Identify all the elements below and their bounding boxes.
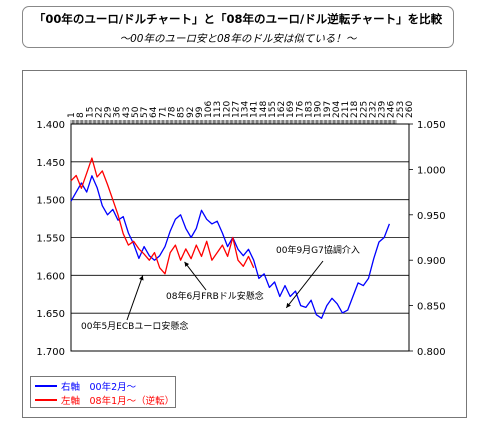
left-axis-tick-label: 1.450 bbox=[36, 158, 65, 169]
top-axis-tick-label: 99 bbox=[195, 106, 205, 118]
top-axis-tick-label: 148 bbox=[259, 101, 269, 118]
top-axis-tick-label: 176 bbox=[295, 101, 305, 118]
top-axis-tick-label: 43 bbox=[122, 107, 132, 118]
top-axis-tick-label: 120 bbox=[222, 101, 232, 118]
legend: 右軸 00年2月～ 左軸 08年1月～（逆転） bbox=[30, 376, 176, 408]
chart-title: 「00年のユーロ/ドルチャート」と「08年のユーロ/ドル逆転チャート」を比較 bbox=[33, 12, 443, 26]
top-axis-tick-label: 155 bbox=[268, 101, 278, 118]
right-axis-tick-label: 0.950 bbox=[417, 211, 446, 222]
left-axis-tick-label: 1.550 bbox=[36, 234, 65, 245]
top-axis-tick-label: 106 bbox=[204, 101, 214, 118]
left-axis-tick-label: 1.600 bbox=[36, 271, 65, 282]
top-axis-tick-label: 141 bbox=[250, 101, 260, 118]
annotation-label: 00年5月ECBユーロ安懸念 bbox=[81, 320, 188, 332]
top-axis-tick-label: 232 bbox=[368, 101, 378, 118]
left-axis-tick-label: 1.400 bbox=[36, 120, 65, 131]
top-axis-tick-label: 57 bbox=[140, 107, 150, 118]
top-axis-tick-label: 78 bbox=[167, 106, 177, 118]
top-axis-tick-label: 211 bbox=[341, 101, 351, 118]
annotation-arrow-line bbox=[126, 275, 144, 321]
chart-subtitle: ～00年のユーロ安と08年のドル安は似ている！～ bbox=[119, 33, 357, 45]
top-axis-tick-label: 29 bbox=[104, 106, 114, 118]
top-axis-tick-label: 239 bbox=[378, 101, 388, 118]
legend-item-red: 左軸 08年1月～（逆転） bbox=[35, 393, 174, 407]
top-axis-tick-label: 225 bbox=[359, 101, 369, 118]
top-axis-tick-label: 127 bbox=[231, 101, 241, 118]
top-axis-tick-label: 36 bbox=[113, 106, 123, 118]
top-axis-tick-label: 85 bbox=[177, 107, 187, 118]
top-axis-tick-label: 1 bbox=[67, 112, 77, 118]
top-axis-tick-label: 22 bbox=[94, 107, 104, 118]
plot-area bbox=[70, 123, 410, 352]
legend-item-blue: 右軸 00年2月～ bbox=[35, 379, 136, 393]
left-axis-tick-label: 1.500 bbox=[36, 196, 65, 207]
left-axis-tick-label: 1.700 bbox=[36, 347, 65, 358]
series-line-red bbox=[70, 157, 255, 275]
annotation-arrowhead bbox=[184, 261, 190, 267]
top-axis-tick-label: 50 bbox=[131, 106, 141, 118]
right-axis-tick-label: 1.000 bbox=[417, 165, 446, 176]
top-axis-tick-label: 8 bbox=[76, 112, 86, 118]
right-axis-tick-label: 1.050 bbox=[417, 120, 446, 131]
top-axis-tick-label: 253 bbox=[396, 101, 406, 118]
chart-frame: 1.400 1.450 1.500 1.550 1.600 1.650 1.700 1.050… bbox=[22, 70, 467, 418]
top-axis-tick-label: 134 bbox=[241, 101, 251, 118]
right-axis-tick-label: 0.800 bbox=[417, 347, 446, 358]
annotation-arrowhead bbox=[286, 302, 291, 308]
top-axis-tick-label: 92 bbox=[186, 107, 196, 118]
left-axis-tick-label: 1.650 bbox=[36, 309, 65, 320]
top-axis-tick-label: 162 bbox=[277, 101, 287, 118]
top-axis-tick-label: 71 bbox=[158, 107, 168, 118]
legend-label-red: 左軸 08年1月～（逆転） bbox=[61, 396, 175, 407]
annotation-arrowhead bbox=[139, 275, 144, 281]
top-axis-tick-label: 218 bbox=[350, 101, 360, 118]
top-axis-tick-label: 204 bbox=[332, 101, 342, 118]
right-axis-tick-label: 0.850 bbox=[417, 302, 446, 313]
legend-label-blue: 右軸 00年2月～ bbox=[61, 382, 137, 393]
top-axis-tick-label: 260 bbox=[405, 101, 415, 118]
top-axis-tick-label: 183 bbox=[305, 101, 315, 118]
annotation-arrow-line bbox=[285, 260, 324, 309]
annotation-arrow-line bbox=[184, 261, 207, 291]
top-axis-tick-label: 246 bbox=[387, 101, 397, 118]
annotation-label: 00年9月G7協調介入 bbox=[276, 244, 360, 256]
series-line-blue bbox=[70, 175, 391, 319]
top-axis-tick-label: 64 bbox=[149, 106, 159, 118]
legend-swatch-blue bbox=[35, 385, 57, 387]
top-axis-tick-label: 190 bbox=[314, 101, 324, 118]
top-axis-tick-label: 169 bbox=[286, 101, 296, 118]
right-axis-tick-label: 0.900 bbox=[417, 256, 446, 267]
title-box: 「00年のユーロ/ドルチャート」と「08年のユーロ/ドル逆転チャート」を比較 ～… bbox=[22, 6, 454, 48]
annotation-label: 08年6月FRBドル安懸念 bbox=[166, 290, 264, 302]
line-chart: 1.400 1.450 1.500 1.550 1.600 1.650 1.700 1.050… bbox=[36, 101, 446, 358]
top-axis-tick-label: 197 bbox=[323, 101, 333, 118]
top-axis-tick-label: 113 bbox=[213, 101, 223, 118]
top-axis-tick-label: 15 bbox=[85, 107, 95, 118]
legend-swatch-red bbox=[35, 399, 57, 401]
